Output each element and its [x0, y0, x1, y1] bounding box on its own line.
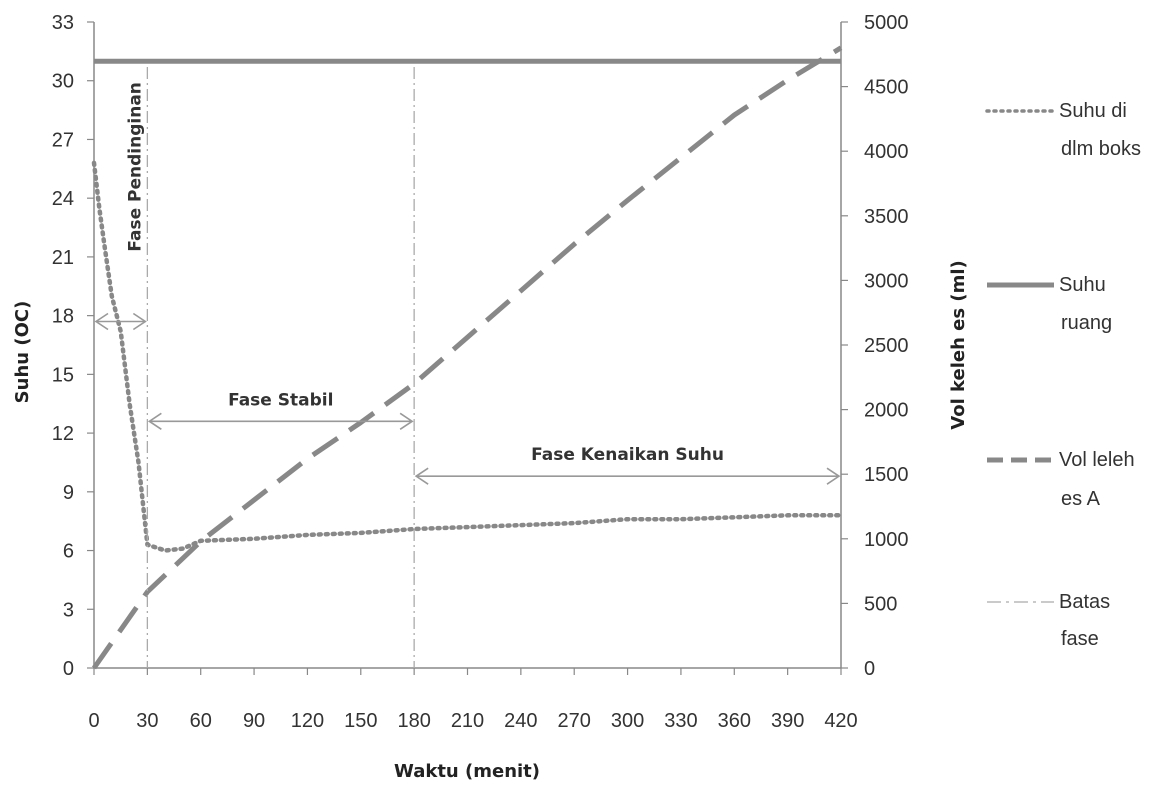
x-tick-label: 390: [771, 710, 804, 732]
plot-area: [91, 45, 844, 670]
y-axis-title: Suhu (OC): [12, 301, 33, 404]
y-tick-label: 0: [63, 658, 74, 680]
phase-arrow-head-left: [414, 467, 429, 485]
y-tick-label: 9: [63, 482, 74, 504]
legend-label: es A: [1061, 488, 1101, 510]
y-tick-label: 30: [52, 71, 74, 93]
x-tick-label: 300: [611, 710, 644, 732]
legend-label: Vol leleh: [1059, 449, 1135, 471]
x-tick-label: 360: [718, 710, 751, 732]
x-tick-label: 60: [190, 710, 212, 732]
y2-tick-label: 3000: [864, 270, 909, 292]
x-tick-label: 210: [451, 710, 484, 732]
y2-axis-title: Vol keleh es (ml): [948, 260, 969, 429]
y-tick-label: 18: [52, 306, 74, 328]
legend-label: ruang: [1061, 312, 1112, 334]
y-tick-label: 3: [63, 599, 74, 621]
legend-label: dlm boks: [1061, 138, 1141, 160]
y2-tick-label: 3500: [864, 206, 909, 228]
phase-arrow-head-right: [826, 467, 841, 485]
legend-label: fase: [1061, 628, 1099, 650]
x-tick-label: 420: [824, 710, 857, 732]
legend-label: Suhu: [1059, 274, 1106, 296]
y2-tick-label: 1500: [864, 464, 909, 486]
legend: Suhu di dlm boks Suhu ruang Vol leleh es A Bat…: [985, 100, 1141, 650]
y-tick-label: 15: [52, 364, 74, 386]
series-line-1: [91, 160, 844, 553]
y-tick-label: 21: [52, 247, 74, 269]
y2-tick-label: 4000: [864, 141, 909, 163]
x-tick-label: 0: [88, 710, 99, 732]
y-tick-label: 12: [52, 423, 74, 445]
y2-tick-label: 500: [864, 593, 897, 615]
axes: 0 30 60 90 120 150 180 210 240 270 300 330 360 390 420…: [52, 12, 909, 732]
phase-arrow-head-right: [132, 312, 147, 331]
series-line-3: [91, 45, 843, 670]
y2-tick-label: 5000: [864, 12, 909, 34]
x-tick-label: 180: [397, 710, 430, 732]
x-tick-label: 240: [504, 710, 537, 732]
legend-label: Suhu di: [1059, 100, 1127, 122]
phase-arrow-head-right: [399, 412, 414, 431]
y2-tick-label: 1000: [864, 529, 909, 551]
y2-tick-label: 4500: [864, 77, 909, 99]
y-tick-label: 33: [52, 12, 74, 34]
y2-tick-label: 2000: [864, 400, 909, 422]
x-tick-label: 330: [664, 710, 697, 732]
phase-arrow-head-left: [147, 412, 162, 431]
annotations: Fase Pendinginan Fase Stabil Fase Kenaikan…: [94, 82, 841, 485]
x-tick-label: 270: [558, 710, 591, 732]
y2-tick-label: 2500: [864, 335, 909, 357]
phase-label: Fase Kenaikan Suhu: [531, 445, 724, 465]
x-tick-label: 150: [344, 710, 377, 732]
y-tick-label: 24: [52, 188, 74, 210]
legend-label: Batas: [1059, 591, 1110, 613]
x-tick-label: 90: [243, 710, 265, 732]
y-tick-label: 6: [63, 541, 74, 563]
y-tick-label: 27: [52, 129, 74, 151]
phase-label: Fase Pendinginan: [126, 82, 146, 252]
x-tick-label: 30: [136, 710, 158, 732]
x-tick-label: 120: [291, 710, 324, 732]
x-axis-title: Waktu (menit): [394, 761, 540, 782]
phase-arrow-head-left: [94, 312, 109, 331]
phase-label: Fase Stabil: [228, 390, 333, 410]
y2-tick-label: 0: [864, 658, 875, 680]
